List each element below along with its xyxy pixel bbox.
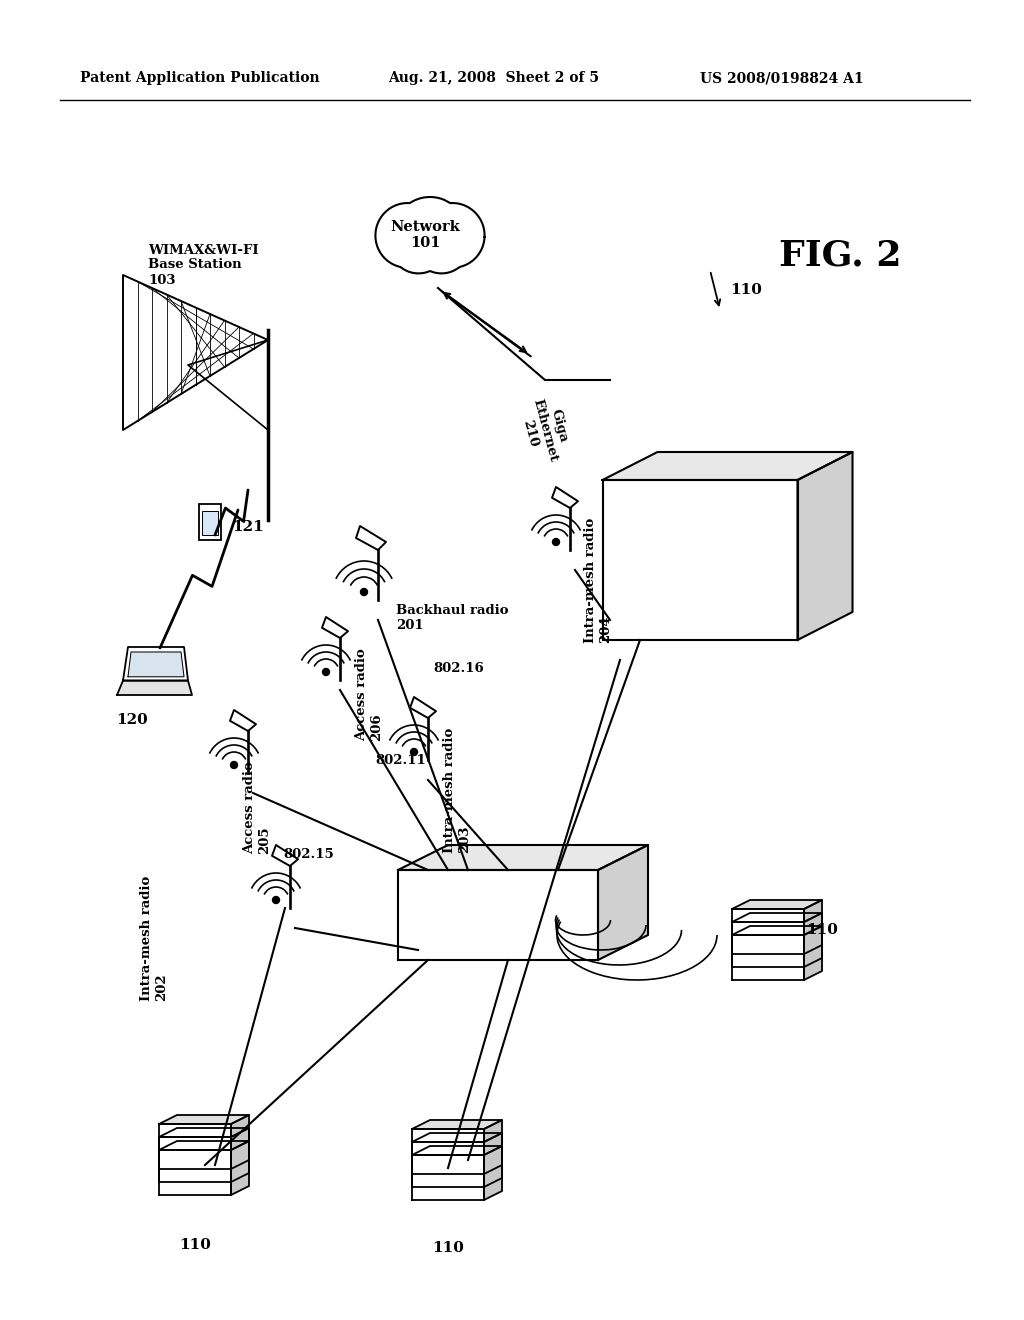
Polygon shape [804,900,822,954]
Polygon shape [123,647,188,681]
Text: 110: 110 [432,1241,464,1255]
Text: Aug. 21, 2008  Sheet 2 of 5: Aug. 21, 2008 Sheet 2 of 5 [388,71,599,84]
Polygon shape [804,927,822,979]
Polygon shape [356,525,386,550]
Text: Network
101: Network 101 [390,220,460,249]
Text: Backhaul radio
201: Backhaul radio 201 [396,605,509,632]
Polygon shape [398,845,648,870]
Polygon shape [398,870,598,960]
Polygon shape [732,900,822,909]
Text: Access radio
206: Access radio 206 [355,648,383,742]
Text: 802.15: 802.15 [283,849,334,862]
Polygon shape [484,1119,502,1173]
Polygon shape [732,935,804,979]
Text: Giga
Ethernet
210: Giga Ethernet 210 [516,393,574,467]
Polygon shape [376,197,484,273]
Polygon shape [732,909,804,954]
Text: 110: 110 [179,1238,211,1251]
Polygon shape [598,845,648,960]
Polygon shape [231,1129,249,1181]
Polygon shape [159,1150,231,1195]
Polygon shape [159,1125,231,1170]
Text: Intra-mesh radio
204: Intra-mesh radio 204 [584,517,612,643]
Polygon shape [123,275,268,430]
Bar [199,504,221,540]
Text: US 2008/0198824 A1: US 2008/0198824 A1 [700,71,863,84]
Polygon shape [159,1140,249,1150]
Polygon shape [117,681,193,696]
Polygon shape [412,1146,502,1155]
Polygon shape [231,1140,249,1195]
Bar [202,511,218,535]
Polygon shape [159,1115,249,1125]
Polygon shape [732,921,804,968]
Polygon shape [128,652,184,677]
Circle shape [323,668,330,676]
Text: Intra-mesh radio
202: Intra-mesh radio 202 [140,875,168,1001]
Text: 802.11: 802.11 [375,754,426,767]
Polygon shape [484,1146,502,1200]
Polygon shape [322,616,348,638]
Text: 110: 110 [730,282,762,297]
Circle shape [360,589,368,595]
Text: FIG. 2: FIG. 2 [778,238,901,272]
Text: Patent Application Publication: Patent Application Publication [80,71,319,84]
Polygon shape [602,451,853,480]
Polygon shape [410,697,436,718]
Polygon shape [732,913,822,921]
Polygon shape [272,845,298,866]
Polygon shape [732,927,822,935]
Polygon shape [804,913,822,968]
Polygon shape [159,1129,249,1137]
Polygon shape [412,1119,502,1129]
Polygon shape [798,451,853,640]
Polygon shape [412,1142,484,1187]
Polygon shape [412,1155,484,1200]
Text: 110: 110 [806,923,838,937]
Polygon shape [230,710,256,731]
Circle shape [230,762,238,768]
Text: WIMAX&WI-FI
Base Station
103: WIMAX&WI-FI Base Station 103 [148,243,259,286]
Text: Intra-mesh radio
203: Intra-mesh radio 203 [443,727,471,853]
Text: 802.16: 802.16 [433,661,483,675]
Circle shape [553,539,559,545]
Circle shape [411,748,418,755]
Polygon shape [231,1115,249,1170]
Text: 120: 120 [116,713,147,727]
Polygon shape [159,1137,231,1181]
Polygon shape [602,480,798,640]
Polygon shape [552,487,578,508]
Circle shape [272,896,280,903]
Text: Access radio
205: Access radio 205 [243,762,271,854]
Polygon shape [484,1133,502,1187]
Text: 121: 121 [232,520,264,535]
Polygon shape [412,1129,484,1173]
Polygon shape [412,1133,502,1142]
